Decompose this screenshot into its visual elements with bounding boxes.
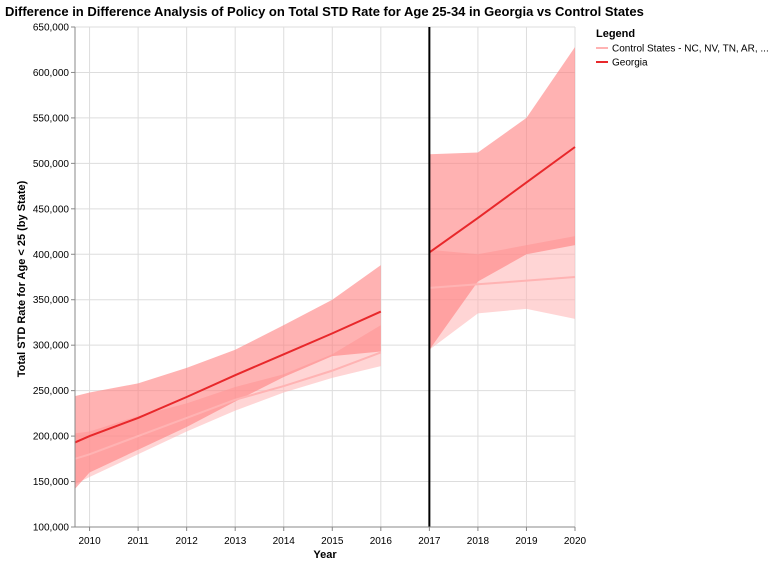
series-line-control <box>429 276 576 289</box>
y-tick-label: 400,000 <box>33 250 70 261</box>
x-tick-label: 2016 <box>370 536 393 547</box>
chart-title: Difference in Difference Analysis of Pol… <box>5 4 644 19</box>
y-tick-label: 500,000 <box>33 159 70 170</box>
x-tick-label: 2017 <box>418 536 441 547</box>
confidence-band-georgia <box>75 265 381 489</box>
y-tick-label: 100,000 <box>33 523 70 534</box>
y-tick-label: 350,000 <box>33 295 70 306</box>
y-axis-title: Total STD Rate for Age < 25 (by State) <box>16 180 28 377</box>
x-tick-label: 2011 <box>127 536 149 547</box>
legend-entry-label: Control States - NC, NV, TN, AR, ... <box>612 44 769 55</box>
legend-entry-label: Georgia <box>612 58 648 69</box>
y-tick-label: 650,000 <box>33 23 70 34</box>
series-line-control <box>74 351 382 460</box>
confidence-band-georgia <box>429 47 575 350</box>
confidence-bands <box>75 47 575 489</box>
legend-title: Legend <box>596 28 635 40</box>
x-tick-label: 2014 <box>273 536 296 547</box>
y-tick-label: 150,000 <box>33 477 70 488</box>
x-tick-label: 2015 <box>321 536 344 547</box>
x-tick-label: 2013 <box>224 536 247 547</box>
axes: 100,000 150,000 200,000 250,000 300,000 350,0… <box>33 23 587 548</box>
series-lines <box>74 146 576 460</box>
x-tick-label: 2010 <box>78 536 101 547</box>
y-tick-label: 250,000 <box>33 386 70 397</box>
x-axis-title: Year <box>313 549 337 561</box>
y-tick-label: 450,000 <box>33 204 70 215</box>
y-tick-label: 300,000 <box>33 341 70 352</box>
y-tick-label: 550,000 <box>33 113 70 124</box>
y-tick-label: 600,000 <box>33 68 70 79</box>
y-tick-label: 200,000 <box>33 432 70 443</box>
series-line-georgia <box>74 310 382 444</box>
x-tick-label: 2019 <box>515 536 538 547</box>
x-tick-label: 2012 <box>176 536 199 547</box>
legend: Legend Control States - NC, NV, TN, AR, … <box>596 28 769 69</box>
x-tick-label: 2020 <box>564 536 587 547</box>
x-tick-label: 2018 <box>467 536 490 547</box>
series-line-georgia <box>428 146 576 254</box>
